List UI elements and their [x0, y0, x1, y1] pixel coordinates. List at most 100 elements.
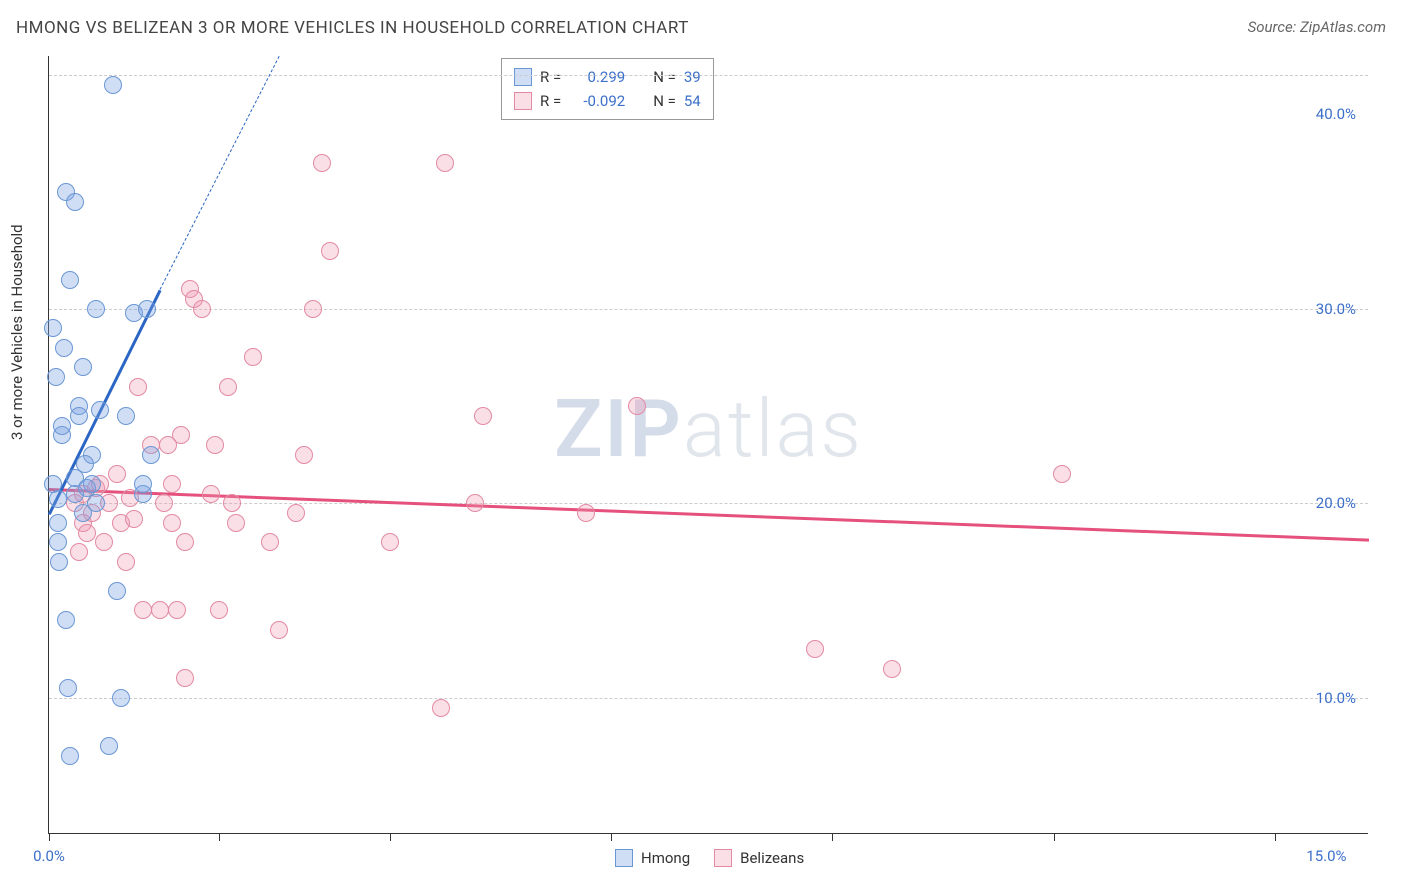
point-hmong	[138, 300, 156, 318]
point-belizeans	[883, 660, 901, 678]
legend-row: R =-0.092N =54	[514, 89, 701, 113]
trend-line	[159, 56, 279, 290]
point-hmong	[108, 582, 126, 600]
point-hmong	[87, 494, 105, 512]
watermark: ZIPatlas	[554, 382, 863, 476]
gridline	[49, 309, 1368, 310]
point-belizeans	[287, 504, 305, 522]
point-hmong	[49, 490, 67, 508]
point-belizeans	[295, 446, 313, 464]
point-belizeans	[321, 242, 339, 260]
y-tick-label: 40.0%	[1316, 105, 1356, 123]
point-belizeans	[381, 533, 399, 551]
point-belizeans	[1053, 465, 1071, 483]
point-belizeans	[206, 436, 224, 454]
point-belizeans	[806, 640, 824, 658]
point-belizeans	[313, 154, 331, 172]
trend-line	[49, 488, 1369, 541]
point-belizeans	[210, 601, 228, 619]
swatch-icon	[514, 68, 532, 86]
gridline	[49, 75, 1368, 76]
swatch-icon	[615, 849, 633, 867]
x-tick	[219, 833, 220, 841]
point-belizeans	[125, 510, 143, 528]
x-tick-label: 0.0%	[33, 847, 65, 865]
legend-item: Belizeans	[714, 849, 804, 867]
point-belizeans	[176, 669, 194, 687]
x-tick	[611, 833, 612, 841]
point-belizeans	[95, 533, 113, 551]
point-hmong	[104, 76, 122, 94]
point-belizeans	[577, 504, 595, 522]
point-hmong	[47, 368, 65, 386]
point-hmong	[66, 193, 84, 211]
y-tick-label: 10.0%	[1316, 689, 1356, 707]
point-belizeans	[193, 300, 211, 318]
point-belizeans	[219, 378, 237, 396]
point-belizeans	[163, 475, 181, 493]
chart-plot-area: ZIPatlas R =0.299N =39R =-0.092N =54 Hmo…	[48, 56, 1368, 834]
point-hmong	[59, 679, 77, 697]
point-belizeans	[202, 485, 220, 503]
point-belizeans	[70, 543, 88, 561]
point-belizeans	[474, 407, 492, 425]
series-legend: Hmong Belizeans	[615, 849, 804, 867]
source-label: Source: ZipAtlas.com	[1248, 18, 1386, 36]
x-tick	[1275, 833, 1276, 841]
legend-row: R =0.299N =39	[514, 65, 701, 89]
point-belizeans	[628, 397, 646, 415]
point-belizeans	[163, 514, 181, 532]
legend-item: Hmong	[615, 849, 690, 867]
point-hmong	[142, 446, 160, 464]
point-hmong	[49, 533, 67, 551]
point-hmong	[50, 553, 68, 571]
point-hmong	[70, 407, 88, 425]
y-tick-label: 20.0%	[1316, 494, 1356, 512]
point-belizeans	[244, 348, 262, 366]
point-belizeans	[304, 300, 322, 318]
point-belizeans	[129, 378, 147, 396]
point-belizeans	[176, 533, 194, 551]
point-hmong	[44, 319, 62, 337]
swatch-icon	[514, 92, 532, 110]
point-hmong	[100, 737, 118, 755]
y-axis-label: 3 or more Vehicles in Household	[8, 224, 26, 440]
point-belizeans	[227, 514, 245, 532]
point-belizeans	[432, 699, 450, 717]
point-belizeans	[223, 494, 241, 512]
point-belizeans	[466, 494, 484, 512]
swatch-icon	[714, 849, 732, 867]
point-belizeans	[270, 621, 288, 639]
point-hmong	[134, 475, 152, 493]
point-hmong	[49, 514, 67, 532]
point-hmong	[55, 339, 73, 357]
point-belizeans	[172, 426, 190, 444]
point-hmong	[53, 417, 71, 435]
point-belizeans	[134, 601, 152, 619]
point-hmong	[112, 689, 130, 707]
point-hmong	[83, 475, 101, 493]
point-belizeans	[117, 553, 135, 571]
y-tick-label: 30.0%	[1316, 300, 1356, 318]
point-hmong	[57, 611, 75, 629]
x-tick	[390, 833, 391, 841]
gridline	[49, 698, 1368, 699]
point-hmong	[91, 401, 109, 419]
point-hmong	[74, 358, 92, 376]
point-belizeans	[151, 601, 169, 619]
x-tick	[49, 833, 50, 841]
correlation-legend: R =0.299N =39R =-0.092N =54	[501, 58, 714, 120]
point-belizeans	[155, 494, 173, 512]
point-hmong	[61, 747, 79, 765]
point-belizeans	[436, 154, 454, 172]
x-tick	[1054, 833, 1055, 841]
point-belizeans	[261, 533, 279, 551]
point-belizeans	[108, 465, 126, 483]
x-tick	[832, 833, 833, 841]
chart-title: HMONG VS BELIZEAN 3 OR MORE VEHICLES IN …	[16, 18, 689, 38]
gridline	[49, 503, 1368, 504]
x-tick-label: 15.0%	[1306, 847, 1346, 865]
point-belizeans	[168, 601, 186, 619]
point-hmong	[87, 300, 105, 318]
point-hmong	[76, 455, 94, 473]
